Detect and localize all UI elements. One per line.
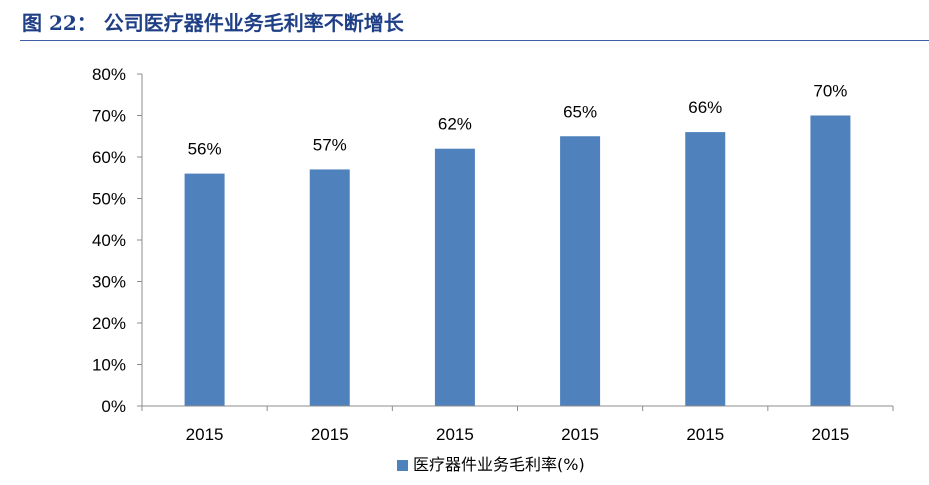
- y-tick-label: 0%: [101, 397, 126, 416]
- legend-swatch: [397, 460, 408, 471]
- x-tick-label: 2015: [686, 425, 724, 444]
- bar: [810, 115, 851, 406]
- title-divider: [20, 40, 929, 41]
- x-tick-label: 2015: [311, 425, 349, 444]
- data-label: 57%: [313, 135, 347, 154]
- bar: [184, 173, 225, 406]
- bar-series: [184, 115, 851, 406]
- y-tick-label: 30%: [92, 273, 126, 292]
- y-tick-label: 60%: [92, 148, 126, 167]
- bar: [434, 148, 475, 406]
- y-axis: 0% 10% 20% 30% 40% 50% 60% 70% 80%: [92, 65, 143, 416]
- bar: [309, 169, 350, 406]
- y-tick-label: 20%: [92, 314, 126, 333]
- x-tick-label: 2015: [436, 425, 474, 444]
- legend-label: 医疗器件业务毛利率(%): [413, 455, 585, 474]
- bar: [685, 132, 726, 406]
- y-tick-label: 80%: [92, 65, 126, 84]
- y-tick-label: 70%: [92, 107, 126, 126]
- data-label: 62%: [438, 115, 472, 134]
- data-label: 65%: [563, 102, 597, 121]
- data-label: 70%: [813, 82, 847, 101]
- data-label: 66%: [688, 98, 722, 117]
- data-label: 56%: [188, 140, 222, 159]
- x-axis: 2015 2015 2015 2015 2015 2015: [141, 405, 894, 444]
- x-tick-label: 2015: [186, 425, 224, 444]
- x-tick-label: 2015: [812, 425, 850, 444]
- y-tick-label: 10%: [92, 356, 126, 375]
- legend: 医疗器件业务毛利率(%): [397, 455, 585, 474]
- x-tick-label: 2015: [561, 425, 599, 444]
- figure-title: 图 22： 公司医疗器件业务毛利率不断增长: [22, 11, 404, 35]
- data-labels: 56% 57% 62% 65% 66% 70%: [188, 82, 848, 159]
- y-tick-label: 40%: [92, 231, 126, 250]
- y-tick-label: 50%: [92, 190, 126, 209]
- bar: [560, 136, 601, 406]
